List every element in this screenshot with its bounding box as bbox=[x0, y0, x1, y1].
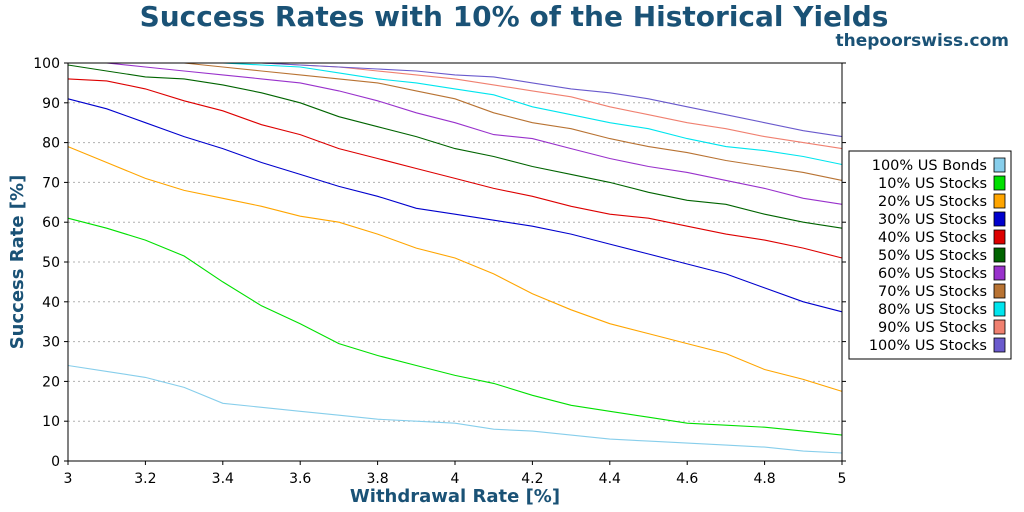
series-line-7 bbox=[68, 62, 843, 181]
series-line-5 bbox=[67, 64, 843, 229]
x-tick-label: 3.4 bbox=[212, 471, 234, 487]
legend-label: 30% US Stocks bbox=[878, 212, 987, 228]
y-tick-label: 10 bbox=[42, 414, 60, 430]
series-line-10 bbox=[68, 62, 843, 138]
series-layer bbox=[67, 62, 843, 454]
y-tick-label: 30 bbox=[42, 335, 60, 351]
x-tick-label: 4.2 bbox=[521, 471, 543, 487]
x-tick-label: 3.2 bbox=[134, 471, 156, 487]
x-tick-label: 4.8 bbox=[753, 471, 775, 487]
legend-swatch bbox=[993, 247, 1006, 263]
x-tick-label: 3.8 bbox=[366, 471, 388, 487]
source-watermark: thepoorswiss.com bbox=[836, 31, 1010, 51]
y-tick-label: 50 bbox=[42, 255, 60, 271]
legend-label: 60% US Stocks bbox=[878, 266, 987, 282]
y-tick-label: 20 bbox=[42, 374, 60, 390]
series-line-8 bbox=[68, 62, 843, 166]
legend-swatch bbox=[993, 301, 1006, 317]
axis-layer: 0 10 20 30 40 50 60 70 80 90 100 3 3.2 3.4 3.6 3.8 4 4.2 4… bbox=[33, 56, 846, 487]
series-line-6 bbox=[68, 62, 843, 205]
y-axis-label: Success Rate [%] bbox=[7, 175, 28, 350]
x-axis-label: Withdrawal Rate [%] bbox=[350, 486, 560, 507]
y-tick-label: 60 bbox=[42, 215, 60, 231]
legend-label: 100% US Stocks bbox=[869, 338, 987, 354]
legend-swatch bbox=[993, 265, 1006, 281]
series-line-4 bbox=[67, 78, 843, 259]
x-tick-label: 5 bbox=[838, 471, 847, 487]
x-tick-label: 4.4 bbox=[599, 471, 621, 487]
chart-title: Success Rates with 10% of the Historical… bbox=[140, 0, 889, 33]
legend-label: 100% US Bonds bbox=[872, 158, 987, 174]
legend-swatch bbox=[993, 193, 1006, 209]
grid-layer bbox=[68, 102, 842, 422]
series-line-3 bbox=[67, 98, 843, 313]
x-tick-label: 3 bbox=[64, 471, 73, 487]
legend-swatch bbox=[993, 337, 1006, 353]
series-line-1 bbox=[67, 217, 843, 436]
series-line-9 bbox=[68, 62, 843, 150]
y-tick-label: 100 bbox=[33, 56, 60, 72]
legend-label: 10% US Stocks bbox=[878, 176, 987, 192]
legend-swatch bbox=[993, 283, 1006, 299]
series-line-2 bbox=[67, 146, 843, 392]
x-tick-label: 4.6 bbox=[676, 471, 698, 487]
legend-label: 70% US Stocks bbox=[878, 284, 987, 300]
series-line-0 bbox=[67, 364, 843, 454]
y-tick-label: 40 bbox=[42, 295, 60, 311]
x-tick-label: 3.6 bbox=[289, 471, 311, 487]
y-tick-label: 0 bbox=[51, 454, 60, 470]
legend-swatch bbox=[993, 175, 1006, 191]
legend-box bbox=[848, 150, 1012, 360]
legend-label: 90% US Stocks bbox=[878, 320, 987, 336]
legend-swatch bbox=[993, 211, 1006, 227]
legend: 100% US Bonds 10% US Stocks 20% US Stocks 3… bbox=[848, 150, 1012, 360]
y-tick-label: 70 bbox=[42, 175, 60, 191]
legend-label: 80% US Stocks bbox=[878, 302, 987, 318]
legend-swatch bbox=[993, 319, 1006, 335]
legend-swatch bbox=[993, 229, 1006, 245]
y-tick-label: 90 bbox=[42, 96, 60, 112]
legend-label: 40% US Stocks bbox=[878, 230, 987, 246]
x-tick-label: 4 bbox=[451, 471, 460, 487]
y-tick-label: 80 bbox=[42, 136, 60, 152]
legend-label: 20% US Stocks bbox=[878, 194, 987, 210]
legend-label: 50% US Stocks bbox=[878, 248, 987, 264]
legend-swatch bbox=[993, 157, 1006, 173]
